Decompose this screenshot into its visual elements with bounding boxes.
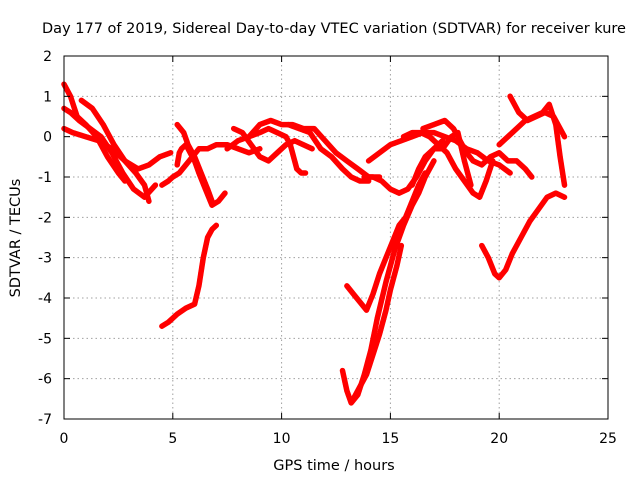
- x-tick-label: 25: [599, 431, 617, 447]
- series-track-5: [159, 141, 263, 188]
- series-track-8: [159, 222, 220, 329]
- series-track-21: [339, 158, 437, 406]
- series-trace: [344, 170, 428, 313]
- series-trace: [339, 158, 437, 406]
- y-tick-label: -1: [38, 170, 52, 186]
- series-trace: [400, 129, 496, 200]
- y-tick-label: -2: [38, 210, 52, 226]
- tick-marks: [63, 55, 609, 420]
- series-track-19: [496, 101, 568, 188]
- y-tick-label: 1: [43, 89, 52, 105]
- x-tick-label: 5: [168, 431, 177, 447]
- series-trace: [285, 121, 372, 184]
- y-tick-label: -5: [38, 331, 52, 347]
- series-track-10: [230, 125, 315, 164]
- series-trace: [420, 117, 535, 180]
- series-trace: [78, 97, 152, 204]
- series-track-22: [344, 170, 428, 313]
- y-tick-label: 0: [43, 130, 52, 146]
- x-tick-label: 10: [273, 431, 291, 447]
- series-track-23: [350, 242, 405, 402]
- x-axis-label: GPS time / hours: [273, 458, 394, 474]
- series-track-4: [78, 97, 152, 204]
- series-trace: [159, 141, 263, 188]
- y-tick-labels: -7 -6 -5 -4 -3 -2 -1 0 1 2: [38, 49, 52, 428]
- y-tick-label: -4: [38, 291, 52, 307]
- series-trace: [230, 125, 315, 164]
- series-track-15: [400, 129, 496, 200]
- plot-frame: [63, 55, 609, 420]
- y-tick-label: -3: [38, 251, 52, 267]
- x-tick-label: 20: [490, 431, 508, 447]
- y-tick-label: 2: [43, 49, 52, 65]
- y-axis-label: SDTVAR / TECUs: [8, 179, 24, 298]
- series-trace: [479, 190, 568, 281]
- x-tick-label: 0: [60, 431, 69, 447]
- series-trace: [174, 121, 215, 204]
- y-tick-label: -6: [38, 372, 52, 388]
- series-track-12: [285, 121, 372, 184]
- series-track-20: [479, 190, 568, 281]
- data-series: [61, 81, 568, 406]
- series-track-7: [174, 121, 215, 204]
- y-tick-label: -7: [38, 412, 52, 428]
- series-trace: [159, 222, 220, 329]
- x-tick-label: 15: [381, 431, 399, 447]
- series-trace: [350, 242, 405, 402]
- series-trace: [409, 129, 474, 188]
- series-track-16: [420, 117, 535, 180]
- x-tick-labels: 0 5 10 15 20 25: [60, 431, 617, 447]
- series-trace: [246, 117, 383, 180]
- series-track-17: [409, 129, 474, 188]
- chart-title: Day 177 of 2019, Sidereal Day-to-day VTE…: [42, 21, 626, 37]
- grid-lines: [64, 56, 608, 419]
- series-trace: [496, 101, 568, 188]
